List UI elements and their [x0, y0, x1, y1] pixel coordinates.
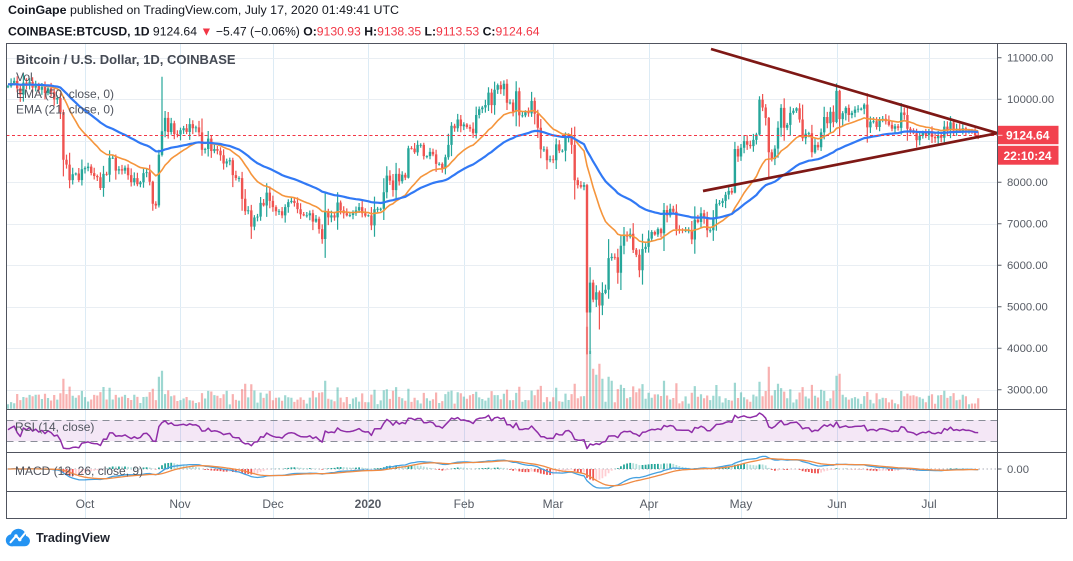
svg-text:Apr: Apr — [640, 497, 659, 511]
svg-text:8000.00: 8000.00 — [1007, 177, 1048, 189]
svg-text:22:10:24: 22:10:24 — [1004, 149, 1052, 163]
svg-text:MACD (12, 26, close, 9): MACD (12, 26, close, 9) — [15, 464, 143, 478]
svg-text:Mar: Mar — [543, 497, 564, 511]
svg-text:EMA (21, close, 0): EMA (21, close, 0) — [16, 103, 114, 117]
svg-text:Oct: Oct — [76, 497, 95, 511]
svg-text:7000.00: 7000.00 — [1007, 219, 1048, 231]
svg-text:Dec: Dec — [262, 497, 283, 511]
svg-text:Bitcoin / U.S. Dollar, 1D, COI: Bitcoin / U.S. Dollar, 1D, COINBASE — [16, 52, 236, 67]
svg-text:3000.00: 3000.00 — [1007, 385, 1048, 397]
svg-text:11000.00: 11000.00 — [1007, 53, 1053, 65]
svg-text:4000.00: 4000.00 — [1007, 343, 1048, 355]
svg-text:Jul: Jul — [921, 497, 936, 511]
svg-text:Nov: Nov — [169, 497, 190, 511]
svg-text:COINBASE:BTCUSD, 1D 9124.64 ▼: COINBASE:BTCUSD, 1D 9124.64 ▼ −5.47 (−0.… — [8, 25, 540, 39]
svg-text:Vol: Vol — [16, 70, 33, 84]
svg-text:0.00: 0.00 — [1007, 464, 1029, 476]
svg-text:RSI (14, close): RSI (14, close) — [15, 420, 94, 434]
svg-text:May: May — [730, 497, 753, 511]
svg-text:9124.64: 9124.64 — [1006, 129, 1050, 143]
svg-text:10000.00: 10000.00 — [1007, 94, 1054, 106]
svg-text:5000.00: 5000.00 — [1007, 302, 1048, 314]
svg-text:6000.00: 6000.00 — [1007, 260, 1048, 272]
svg-text:2020: 2020 — [355, 497, 382, 511]
svg-text:CoinGape published on TradingV: CoinGape published on TradingView.com, J… — [8, 3, 399, 17]
svg-text:EMA (50, close, 0): EMA (50, close, 0) — [16, 87, 114, 101]
svg-text:Feb: Feb — [454, 497, 475, 511]
svg-text:TradingView: TradingView — [36, 531, 110, 545]
svg-text:Jun: Jun — [827, 497, 846, 511]
